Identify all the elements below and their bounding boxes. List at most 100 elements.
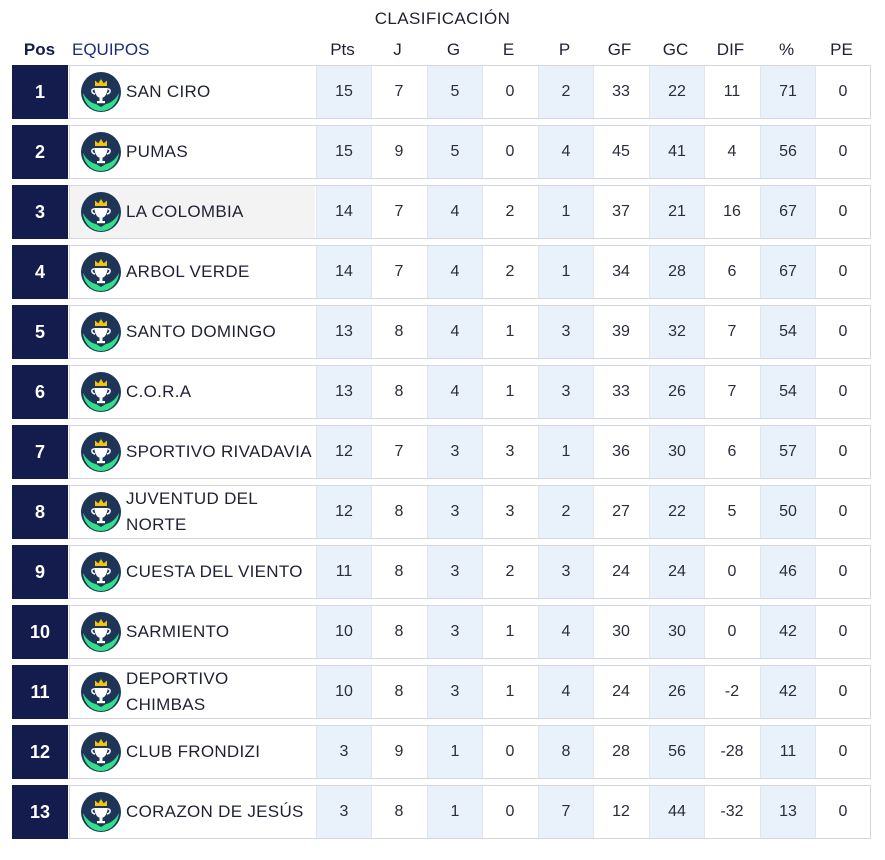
team-name[interactable]: SANTO DOMINGO	[126, 322, 276, 341]
table-row[interactable]: 10 SARMIENTO 10 8 3 1 4 30 30 0 42 0	[12, 605, 871, 659]
stat-p: 3	[538, 546, 593, 598]
stat-p: 1	[538, 426, 593, 478]
team-name[interactable]: SPORTIVO RIVADAVIA	[126, 442, 312, 461]
stat-pct: 13	[760, 786, 815, 838]
team-cell[interactable]: SAN CIRO	[69, 66, 315, 118]
table-row[interactable]: 1 SAN CIRO 15 7 5 0 2 33 22 11 71 0	[12, 65, 871, 119]
team-cell[interactable]: SANTO DOMINGO	[69, 306, 315, 358]
stat-pct: 67	[760, 186, 815, 238]
position-badge: 13	[12, 785, 68, 839]
table-row[interactable]: 8 JUVENTUD DEL NORTE 12 8 3 3 2 27 22 5 50 0	[12, 485, 871, 539]
stat-j: 8	[371, 486, 426, 538]
team-cell[interactable]: PUMAS	[69, 126, 315, 178]
team-cell[interactable]: LA COLOMBIA	[69, 186, 315, 238]
table-row[interactable]: 9 CUESTA DEL VIENTO 11 8 3 2 3 24 24 0 46 0	[12, 545, 871, 599]
stat-j: 8	[371, 606, 426, 658]
trophy-hands-icon	[80, 791, 122, 833]
stat-e: 0	[482, 726, 537, 778]
team-cell[interactable]: CLUB FRONDIZI	[69, 726, 315, 778]
team-cell[interactable]: SPORTIVO RIVADAVIA	[69, 426, 315, 478]
table-row[interactable]: 13 CORAZON DE JESÚS 3 8 1 0 7 12 44 -32 13 0	[12, 785, 871, 839]
stat-gc: 30	[649, 606, 704, 658]
stat-pts: 3	[316, 786, 371, 838]
stat-pts: 12	[316, 486, 371, 538]
stat-dif: -2	[704, 666, 759, 718]
stat-pts: 10	[316, 666, 371, 718]
stat-j: 7	[371, 246, 426, 298]
team-name[interactable]: ARBOL VERDE	[126, 262, 250, 281]
team-name[interactable]: DEPORTIVO CHIMBAS	[126, 669, 229, 714]
header-gc: GC	[662, 40, 689, 59]
team-cell[interactable]: SARMIENTO	[69, 606, 315, 658]
stat-dif: 16	[704, 186, 759, 238]
stat-pe: 0	[815, 486, 870, 538]
stat-e: 0	[482, 786, 537, 838]
stat-gc: 24	[649, 546, 704, 598]
stat-pe: 0	[815, 786, 870, 838]
stat-g: 4	[427, 366, 482, 418]
team-cell[interactable]: ARBOL VERDE	[69, 246, 315, 298]
stat-gf: 28	[593, 726, 648, 778]
stat-pe: 0	[815, 606, 870, 658]
team-name[interactable]: SAN CIRO	[126, 82, 211, 101]
stat-p: 1	[538, 186, 593, 238]
trophy-hands-icon	[80, 491, 122, 533]
stat-pts: 11	[316, 546, 371, 598]
team-cell[interactable]: DEPORTIVO CHIMBAS	[69, 666, 315, 718]
team-name[interactable]: CUESTA DEL VIENTO	[126, 562, 303, 581]
team-name[interactable]: JUVENTUD DEL NORTE	[126, 489, 258, 534]
team-name[interactable]: SARMIENTO	[126, 622, 230, 641]
team-name[interactable]: CLUB FRONDIZI	[126, 742, 261, 761]
trophy-hands-icon	[80, 551, 122, 593]
header-j: J	[393, 40, 402, 59]
stat-pe: 0	[815, 366, 870, 418]
team-cell[interactable]: C.O.R.A	[69, 366, 315, 418]
stat-p: 2	[538, 66, 593, 118]
position-badge: 6	[12, 365, 68, 419]
stat-gf: 45	[593, 126, 648, 178]
team-name[interactable]: C.O.R.A	[126, 382, 192, 401]
stat-j: 9	[371, 126, 426, 178]
team-name[interactable]: PUMAS	[126, 142, 188, 161]
stat-g: 3	[427, 606, 482, 658]
stat-g: 5	[427, 126, 482, 178]
trophy-hands-icon	[80, 671, 122, 713]
stat-gf: 36	[593, 426, 648, 478]
trophy-hands-icon	[80, 71, 122, 113]
stat-e: 1	[482, 606, 537, 658]
stat-j: 8	[371, 306, 426, 358]
stat-p: 4	[538, 606, 593, 658]
table-row[interactable]: 6 C.O.R.A 13 8 4 1 3 33 26 7 54 0	[12, 365, 871, 419]
team-name[interactable]: CORAZON DE JESÚS	[126, 802, 304, 821]
table-row[interactable]: 7 SPORTIVO RIVADAVIA 12 7 3 3 1 36 30 6 57 0	[12, 425, 871, 479]
stat-gc: 30	[649, 426, 704, 478]
table-row[interactable]: 5 SANTO DOMINGO 13 8 4 1 3 39 32 7 54 0	[12, 305, 871, 359]
stat-g: 5	[427, 66, 482, 118]
stat-e: 2	[482, 546, 537, 598]
table-row[interactable]: 3 LA COLOMBIA 14 7 4 2 1 37 21 16 67 0	[12, 185, 871, 239]
stat-g: 4	[427, 186, 482, 238]
position-badge: 5	[12, 305, 68, 359]
stat-e: 1	[482, 366, 537, 418]
table-row[interactable]: 2 PUMAS 15 9 5 0 4 45 41 4 56 0	[12, 125, 871, 179]
table-row[interactable]: 4 ARBOL VERDE 14 7 4 2 1 34 28 6 67 0	[12, 245, 871, 299]
stat-pts: 14	[316, 186, 371, 238]
stat-e: 0	[482, 126, 537, 178]
header-pos: Pos	[23, 40, 56, 59]
team-name[interactable]: LA COLOMBIA	[126, 202, 244, 221]
team-cell[interactable]: CORAZON DE JESÚS	[69, 786, 315, 838]
table-row[interactable]: 11 DEPORTIVO CHIMBAS 10 8 3 1 4 24 26 -2 42 0	[12, 665, 871, 719]
stat-dif: 6	[704, 426, 759, 478]
stat-pct: 50	[760, 486, 815, 538]
stat-p: 1	[538, 246, 593, 298]
stat-pts: 14	[316, 246, 371, 298]
header-gf: GF	[607, 40, 632, 59]
stat-dif: -32	[704, 786, 759, 838]
team-cell[interactable]: CUESTA DEL VIENTO	[69, 546, 315, 598]
stat-gf: 39	[593, 306, 648, 358]
team-cell[interactable]: JUVENTUD DEL NORTE	[69, 486, 315, 538]
table-row[interactable]: 12 CLUB FRONDIZI 3 9 1 0 8 28 56 -28 11 0	[12, 725, 871, 779]
stat-dif: 5	[704, 486, 759, 538]
stat-gc: 28	[649, 246, 704, 298]
stat-pts: 13	[316, 306, 371, 358]
